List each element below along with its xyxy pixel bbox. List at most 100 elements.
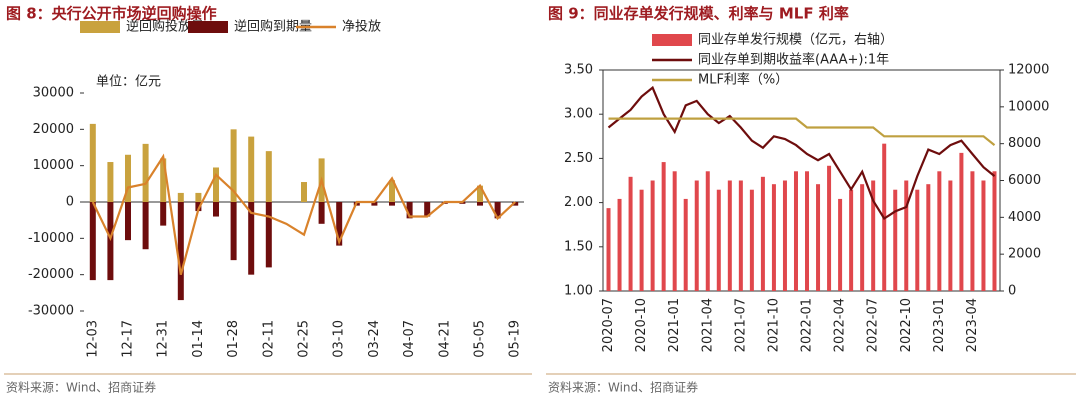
bar xyxy=(849,189,854,291)
legend-swatch xyxy=(80,21,120,33)
x-tick-label: 05-19 xyxy=(508,320,523,358)
y2-tick-label: 10000 xyxy=(1008,99,1049,114)
bar xyxy=(230,129,237,202)
bar xyxy=(142,202,149,250)
bar xyxy=(738,180,743,291)
x-tick-label: 2023-01 xyxy=(932,298,947,352)
source: 资料来源：Wind、招商证券 xyxy=(6,380,156,395)
x-tick-label: 12-03 xyxy=(85,320,100,358)
bar xyxy=(628,176,633,291)
x-tick-label: 2021-10 xyxy=(766,298,781,352)
bar xyxy=(494,202,501,219)
bar xyxy=(992,171,997,291)
bar xyxy=(248,136,255,202)
x-tick-label: 2021-04 xyxy=(700,298,715,352)
bar xyxy=(937,171,942,291)
x-tick-label: 12-17 xyxy=(121,320,136,358)
x-tick-label: 2022-10 xyxy=(899,298,914,352)
y-tick-label: 30000 xyxy=(33,86,74,101)
bar xyxy=(371,202,378,206)
bar xyxy=(336,202,343,246)
y2-tick-label: 0 xyxy=(1008,284,1016,299)
bar xyxy=(716,189,721,291)
y-tick-label: 2.00 xyxy=(564,195,593,210)
source: 资料来源：Wind、招商证券 xyxy=(548,380,698,395)
bar xyxy=(125,202,131,241)
bar xyxy=(948,180,953,291)
bar xyxy=(160,202,167,226)
bar xyxy=(749,189,754,291)
legend-swatch xyxy=(188,21,228,33)
y-tick-label: -10000 xyxy=(28,231,74,246)
legend-label: 净投放 xyxy=(342,19,381,35)
y-tick-label: 1.00 xyxy=(564,284,593,299)
x-tick-label: 2022-01 xyxy=(800,298,815,352)
x-tick-label: 04-21 xyxy=(437,320,452,358)
bar xyxy=(424,202,431,217)
x-tick-label: 02-11 xyxy=(261,320,276,358)
bar xyxy=(683,198,688,291)
legend-swatch xyxy=(652,34,692,46)
bar xyxy=(959,152,964,291)
y-tick-label: 20000 xyxy=(33,122,74,137)
bar xyxy=(760,176,765,291)
bar xyxy=(107,202,114,281)
chart-title: 图 8：央行公开市场逆回购操作 xyxy=(6,5,217,23)
bar xyxy=(213,167,219,202)
legend-label: 同业存单到期收益率(AAA+):1年 xyxy=(698,52,889,68)
bar xyxy=(248,202,255,275)
bar xyxy=(782,180,787,291)
line xyxy=(607,85,996,221)
bar xyxy=(406,202,413,219)
x-tick-label: 05-05 xyxy=(473,320,488,358)
bar xyxy=(389,180,395,202)
legend-label: 逆回购到期量 xyxy=(234,19,312,35)
x-tick-label: 2021-07 xyxy=(733,298,748,352)
y-tick-label: 10000 xyxy=(33,158,74,173)
x-tick-label: 2021-01 xyxy=(667,298,682,352)
legend-label: MLF利率（%） xyxy=(698,72,788,88)
bar xyxy=(606,208,611,291)
bar xyxy=(860,184,865,291)
bar xyxy=(177,192,184,202)
bar xyxy=(694,180,699,291)
x-tick-label: 2022-07 xyxy=(866,298,881,352)
bar xyxy=(793,171,798,291)
x-tick-label: 01-28 xyxy=(226,320,241,358)
bar xyxy=(970,171,975,291)
x-tick-label: 04-07 xyxy=(402,320,417,358)
bar xyxy=(661,162,666,291)
bar xyxy=(639,189,644,291)
y-tick-label: -20000 xyxy=(28,267,74,282)
x-tick-label: 2020-10 xyxy=(634,298,649,352)
y-tick-label: -30000 xyxy=(28,304,74,319)
x-tick-label: 03-24 xyxy=(367,320,382,358)
bar xyxy=(177,202,184,301)
bar xyxy=(650,180,655,291)
bar xyxy=(477,202,483,206)
bar xyxy=(477,185,483,202)
legend-label: 同业存单发行规模（亿元，右轴） xyxy=(698,32,893,48)
bar xyxy=(142,143,149,202)
bar xyxy=(816,184,821,291)
x-tick-label: 01-14 xyxy=(191,320,206,358)
y2-tick-label: 8000 xyxy=(1008,136,1041,151)
y-tick-label: 1.50 xyxy=(564,239,593,254)
bar xyxy=(89,123,96,202)
bar xyxy=(389,202,395,206)
bar xyxy=(160,158,167,202)
bar xyxy=(265,202,272,268)
chart-title: 图 9：同业存单发行规模、利率与 MLF 利率 xyxy=(548,5,849,23)
y2-tick-label: 12000 xyxy=(1008,63,1049,78)
legend-label: 逆回购投放量 xyxy=(126,19,204,35)
bar xyxy=(727,180,732,291)
bar xyxy=(617,198,622,291)
y-tick-label: 3.50 xyxy=(564,63,593,78)
annotation: 单位：亿元 xyxy=(96,75,161,90)
bar xyxy=(838,198,843,291)
x-tick-label: 03-10 xyxy=(332,320,347,358)
bar xyxy=(915,189,920,291)
bar xyxy=(512,202,519,206)
bar xyxy=(230,202,237,261)
